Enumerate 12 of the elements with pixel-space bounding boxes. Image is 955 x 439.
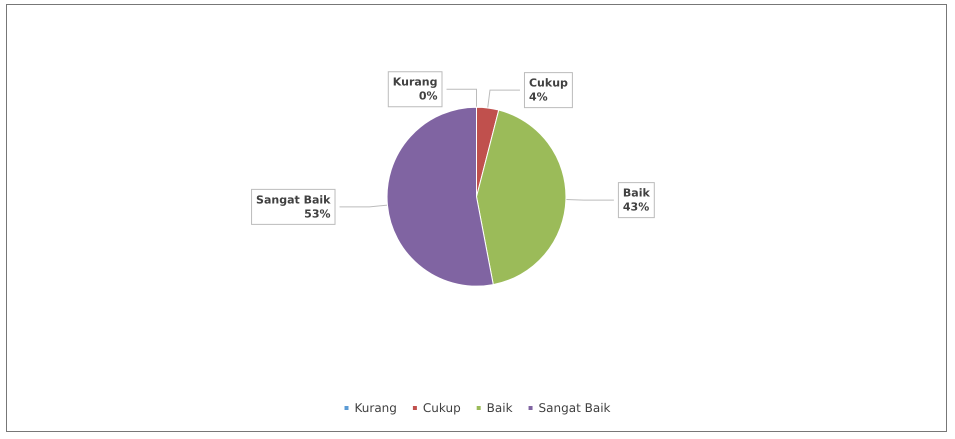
slice-label: Baik [622,186,650,200]
category-label: Kurang [392,76,438,89]
data-label: 53% [304,207,331,220]
legend-label: Sangat Baik [538,401,611,415]
data-label: 4% [528,90,548,104]
legend-label: Kurang [354,401,397,415]
slice-label: Sangat Baik [256,193,332,206]
text: 0% [418,90,438,103]
slice-label: Cukup [528,76,568,90]
data-label: 43% [622,200,650,214]
legend-label: Baik [486,401,513,415]
legend-label: Cukup [422,401,461,415]
